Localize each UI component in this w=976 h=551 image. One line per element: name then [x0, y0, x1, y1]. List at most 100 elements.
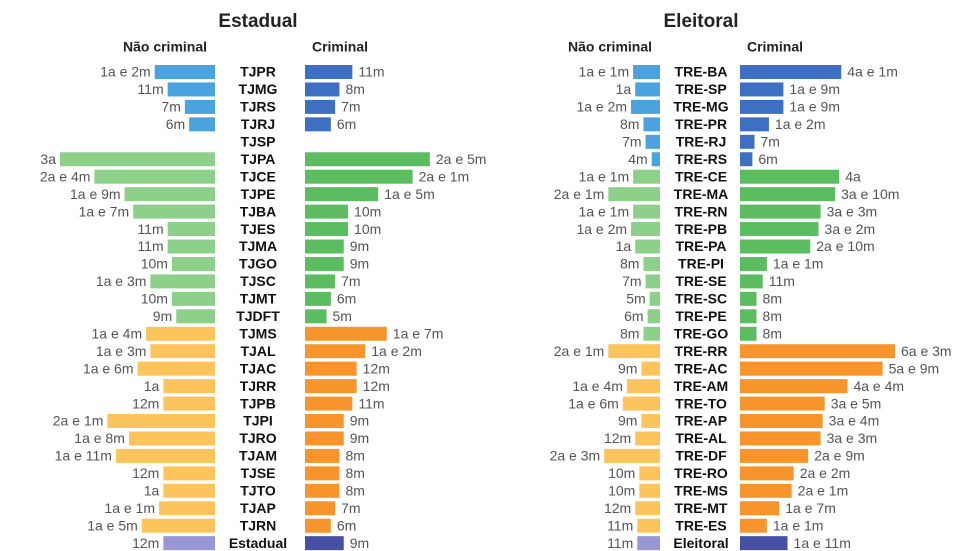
category-label: TRE-RS — [675, 151, 727, 167]
value-label: 8m — [620, 256, 639, 272]
value-label: 1a e 7m — [79, 203, 130, 219]
value-label: 7m — [341, 500, 360, 516]
bar — [305, 501, 336, 516]
category-label: TRE-GO — [674, 325, 729, 341]
bar — [647, 309, 660, 324]
category-label: TJBA — [240, 203, 277, 219]
bar — [740, 361, 883, 376]
value-label: 9m — [618, 360, 637, 376]
bar — [622, 396, 660, 411]
bar — [305, 256, 344, 271]
bar — [305, 169, 413, 184]
value-label: 9m — [153, 308, 172, 324]
bar — [633, 169, 660, 184]
value-label: 1a e 1m — [579, 168, 630, 184]
bar — [635, 239, 660, 254]
category-label: TJMT — [240, 291, 277, 307]
value-label: 11m — [137, 221, 163, 237]
value-label: 10m — [354, 203, 381, 219]
category-label: TJDFT — [236, 308, 280, 324]
bar — [643, 326, 660, 341]
bar — [641, 361, 660, 376]
value-label: 1a e 1m — [773, 517, 824, 533]
value-label: 3a e 5m — [831, 395, 882, 411]
category-label: Estadual — [229, 535, 287, 551]
value-label: 3a e 4m — [829, 413, 880, 429]
bar — [635, 431, 660, 446]
bar — [740, 82, 784, 97]
bar — [60, 152, 215, 167]
bar — [633, 204, 660, 219]
bar — [740, 222, 819, 237]
bar — [649, 291, 660, 306]
bar — [167, 82, 215, 97]
bar — [740, 309, 757, 324]
category-label: TRE-TO — [675, 395, 727, 411]
value-label: 1a e 1m — [579, 203, 630, 219]
value-label: 1a e 6m — [83, 360, 134, 376]
category-label: TJAC — [240, 360, 277, 376]
bar — [150, 274, 215, 289]
bar — [305, 152, 430, 167]
bar — [171, 256, 215, 271]
bar — [189, 117, 215, 132]
value-label: 8m — [620, 116, 639, 132]
value-label: 12m — [604, 500, 631, 516]
bar — [141, 518, 215, 533]
bar — [94, 169, 215, 184]
value-label: 2a e 9m — [814, 448, 865, 464]
bar — [633, 65, 660, 79]
value-label: 4m — [628, 151, 647, 167]
value-label: 12m — [363, 378, 390, 394]
bar — [639, 483, 660, 498]
value-label: 1a e 4m — [92, 325, 143, 341]
category-label: TRE-PI — [678, 256, 724, 272]
bar — [740, 326, 757, 341]
value-label: 7m — [622, 134, 641, 150]
category-label: TJTO — [240, 483, 276, 499]
bar — [146, 326, 215, 341]
value-label: 9m — [350, 413, 369, 429]
category-label: TRE-ES — [675, 517, 726, 533]
category-label: TJPI — [243, 413, 273, 429]
bar — [740, 152, 753, 167]
category-label: TRE-AM — [674, 378, 728, 394]
value-label: 1a e 7m — [785, 500, 836, 516]
value-label: 1a e 2m — [100, 64, 151, 80]
value-label: 2a e 10m — [816, 238, 874, 254]
value-label: 12m — [132, 395, 159, 411]
column-header: Criminal — [312, 39, 368, 55]
value-label: 1a — [616, 81, 632, 97]
value-label: 11m — [607, 517, 633, 533]
bar — [631, 222, 660, 237]
bar — [631, 99, 660, 114]
category-label: TRE-RJ — [676, 134, 727, 150]
value-label: 6m — [758, 151, 777, 167]
bar — [305, 291, 331, 306]
bar — [124, 187, 215, 202]
value-label: 10m — [141, 256, 168, 272]
bar — [740, 431, 821, 446]
value-label: 11m — [607, 535, 633, 551]
bar — [167, 239, 215, 254]
value-label: 3a e 10m — [841, 186, 899, 202]
value-label: 7m — [622, 273, 641, 289]
value-label: 8m — [345, 81, 364, 97]
value-label: 6a e 3m — [901, 343, 952, 359]
value-label: 10m — [354, 221, 381, 237]
value-label: 9m — [350, 238, 369, 254]
bar — [740, 256, 767, 271]
category-label: TJRN — [240, 517, 277, 533]
panel-title: Estadual — [218, 11, 297, 32]
category-label: TRE-DF — [675, 448, 727, 464]
value-label: 5m — [333, 308, 352, 324]
category-label: TJAL — [241, 343, 276, 359]
bar — [305, 82, 340, 97]
bar — [171, 291, 215, 306]
category-label: TRE-MS — [674, 483, 728, 499]
bar — [305, 448, 340, 463]
value-label: 7m — [341, 273, 360, 289]
value-label: 1a e 2m — [576, 99, 627, 115]
column-header: Não criminal — [123, 39, 207, 55]
bar — [305, 483, 340, 498]
